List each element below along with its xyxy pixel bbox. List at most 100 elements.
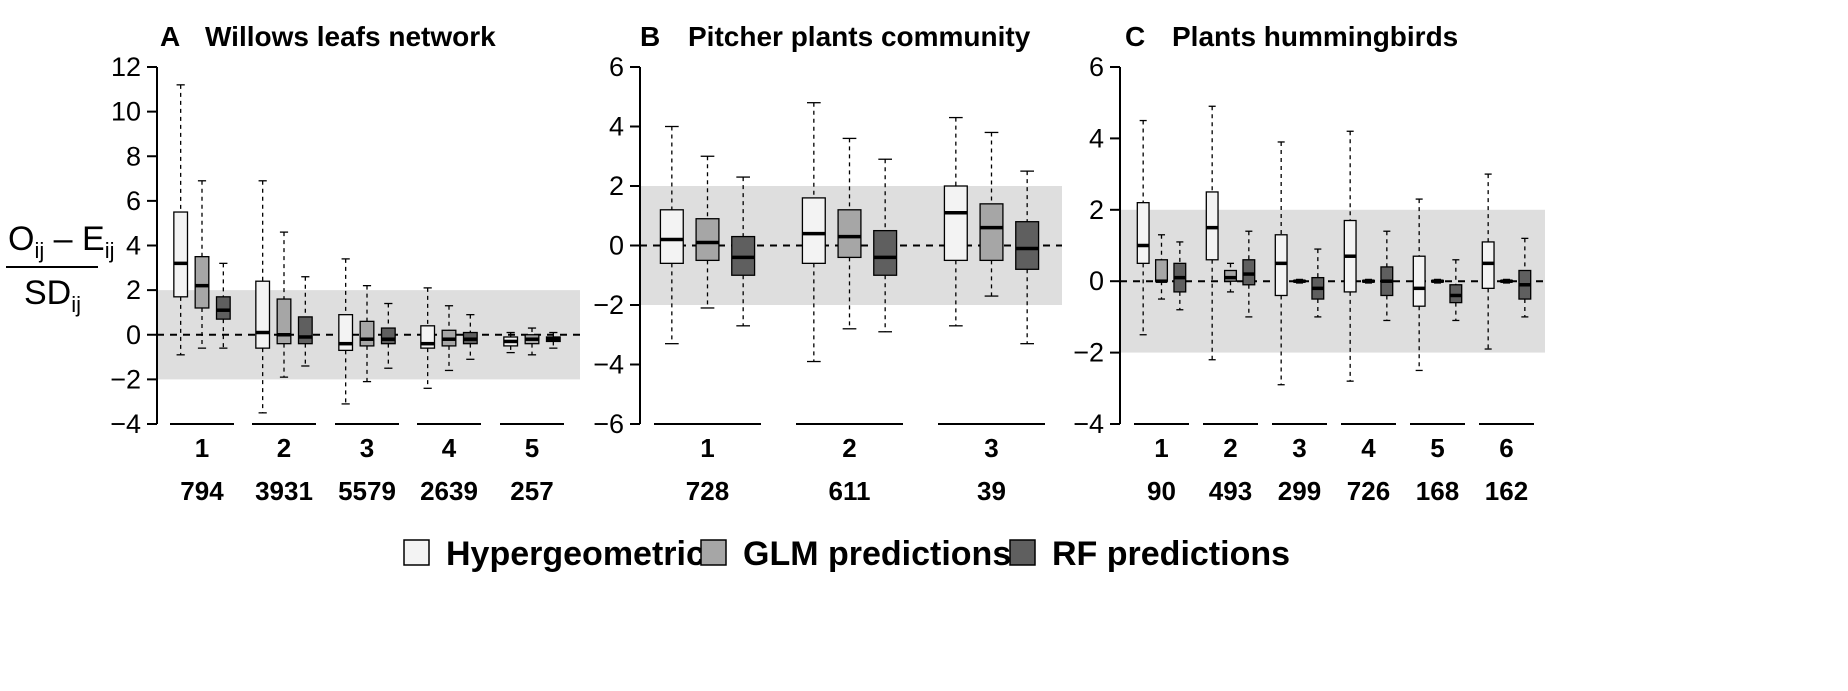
legend-label-rf: RF predictions	[1052, 535, 1290, 573]
box-iqr	[659, 209, 684, 265]
y-tick-label: −6	[593, 409, 624, 439]
box-iqr	[801, 197, 826, 264]
box-rf-2	[1242, 230, 1256, 318]
ylabel-sd-sub: ij	[71, 292, 81, 317]
box-glm-3	[1292, 278, 1307, 284]
box-iqr	[1242, 259, 1256, 286]
count-label: 299	[1278, 476, 1321, 506]
panel-title: Willows leafs network	[205, 21, 496, 52]
panel-letter: C	[1125, 21, 1145, 52]
legend-label-glm: GLM predictions	[743, 535, 1011, 573]
panel-title: Plants hummingbirds	[1172, 21, 1458, 52]
box-rf-1	[731, 176, 756, 327]
box-iqr	[173, 211, 189, 298]
count-label: 728	[686, 476, 729, 506]
count-label: 162	[1485, 476, 1528, 506]
y-tick-label: 2	[126, 275, 141, 305]
box-rf-5	[1449, 259, 1463, 322]
box-hypergeometric-1	[659, 125, 684, 345]
y-tick-label: 12	[111, 52, 141, 82]
panel-letter: A	[160, 21, 180, 52]
y-tick-label: 10	[111, 97, 141, 127]
y-tick-label: 6	[1089, 52, 1104, 82]
y-axis-label: Oij – Eij SDij	[6, 220, 115, 317]
box-glm-4	[1361, 278, 1376, 284]
box-rf-6	[1518, 237, 1532, 318]
box-hypergeometric-6	[1481, 173, 1495, 350]
box-hypergeometric-4	[420, 287, 436, 389]
box-iqr	[1136, 202, 1150, 265]
y-tick-label: 4	[126, 231, 141, 261]
count-label: 3931	[255, 476, 313, 506]
box-rf-1	[215, 262, 231, 349]
y-tick-label: 4	[609, 112, 624, 142]
box-iqr	[979, 203, 1004, 262]
box-rf-3	[380, 302, 396, 369]
box-rf-2	[873, 158, 898, 333]
count-label: 2639	[420, 476, 478, 506]
box-iqr	[1449, 284, 1463, 304]
count-label: 611	[829, 476, 871, 506]
box-glm-6	[1499, 278, 1514, 284]
ylabel-sd: SD	[24, 274, 71, 312]
y-tick-label: −2	[593, 290, 624, 320]
y-tick-label: 0	[609, 231, 624, 261]
box-glm-3	[979, 131, 1004, 297]
category-label: 2	[1223, 433, 1237, 463]
category-label: 3	[360, 433, 374, 463]
box-glm-4	[441, 305, 457, 372]
legend-swatch-rf	[1009, 539, 1036, 566]
legend-label-hypergeometric: Hypergeometric	[446, 535, 705, 573]
box-hypergeometric-2	[801, 102, 826, 363]
box-hypergeometric-5	[1412, 198, 1426, 372]
category-label: 6	[1499, 433, 1513, 463]
count-label: 5579	[338, 476, 396, 506]
legend-swatch-glm	[700, 539, 727, 566]
box-hypergeometric-3	[338, 258, 354, 405]
count-label: 493	[1209, 476, 1252, 506]
box-rf-4	[462, 314, 478, 360]
box-glm-2	[1223, 262, 1238, 293]
box-rf-4	[1380, 230, 1394, 322]
box-rf-1	[1173, 241, 1187, 311]
ylabel-o: O	[8, 220, 34, 258]
box-iqr	[695, 218, 720, 262]
box-hypergeometric-5	[503, 331, 519, 354]
svg-text:Oij – Eij: Oij – Eij	[8, 220, 115, 263]
box-glm-5	[524, 327, 540, 356]
box-iqr	[837, 209, 862, 259]
category-label: 1	[700, 433, 714, 463]
box-iqr	[276, 298, 292, 345]
box-glm-1	[1154, 234, 1169, 300]
box-rf-3	[1311, 248, 1325, 318]
box-iqr	[1223, 269, 1238, 282]
y-tick-label: 6	[609, 52, 624, 82]
y-tick-label: 0	[126, 320, 141, 350]
box-iqr	[1015, 221, 1040, 270]
ylabel-e-sub: ij	[105, 238, 115, 263]
box-iqr	[1205, 191, 1219, 261]
y-tick-label: −2	[1073, 338, 1104, 368]
legend-swatch-hypergeometric	[403, 539, 430, 566]
category-label: 4	[442, 433, 457, 463]
category-label: 2	[842, 433, 856, 463]
box-glm-1	[695, 155, 720, 309]
box-iqr	[943, 185, 968, 262]
box-rf-3	[1015, 170, 1040, 345]
y-tick-label: −4	[593, 350, 624, 380]
y-tick-label: −4	[110, 409, 141, 439]
y-tick-label: 0	[1089, 266, 1104, 296]
ylabel-e: E	[82, 220, 105, 258]
category-label: 4	[1361, 433, 1376, 463]
count-label: 90	[1147, 476, 1176, 506]
y-tick-label: −2	[110, 364, 141, 394]
count-label: 39	[977, 476, 1006, 506]
count-label: 726	[1347, 476, 1390, 506]
box-glm-2	[837, 137, 862, 330]
ylabel-minus: –	[44, 220, 82, 258]
legend: Hypergeometric GLM predictions RF predic…	[403, 535, 1290, 573]
box-hypergeometric-3	[1274, 141, 1288, 386]
category-label: 1	[1154, 433, 1168, 463]
panel-b: −6 −4 −2 0 2 4 6B Pitcher plants community 1 728 2…	[593, 21, 1062, 506]
